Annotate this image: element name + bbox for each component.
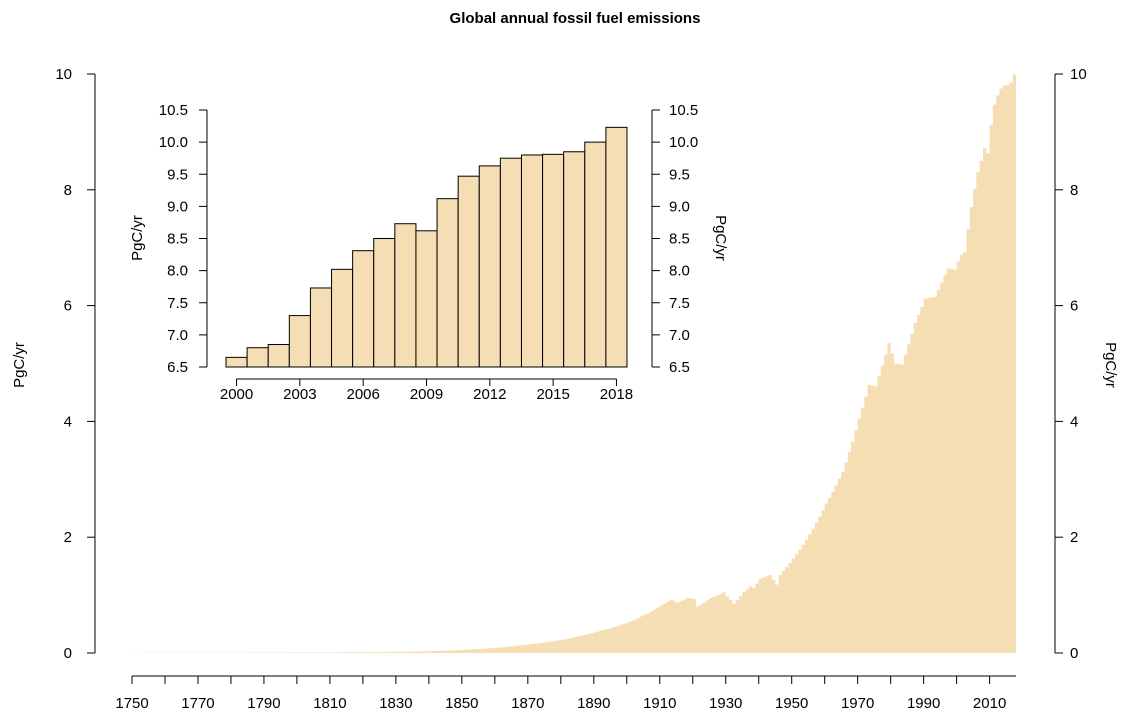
main-x-tick-label: 2010 [973,695,1006,712]
inset-bar-2012 [478,165,501,368]
inset-bar-2002 [267,344,290,368]
main-area-series [132,62,1016,653]
main-x-tick-label: 1930 [709,695,742,712]
main-x-tick-label: 1810 [313,695,346,712]
inset-right-tick-label: 7.5 [669,295,690,312]
main-x-tick-label: 1970 [841,695,874,712]
main-left-y-axis: 0 2 4 6 8 10 [55,66,96,662]
main-x-tick-label: 1950 [775,695,808,712]
inset-bar-2013 [499,157,522,368]
inset-left-tick-label: 10.5 [159,102,188,119]
inset-left-tick-label: 9.0 [167,198,188,215]
main-left-tick-label: 6 [64,298,72,315]
inset-bar-2017 [584,141,607,368]
main-x-tick-label: 1750 [115,695,148,712]
inset-x-axis: 2000 2003 2006 2009 2012 2015 2018 [220,378,633,403]
inset-left-tick-label: 8.0 [167,263,188,280]
main-left-tick-label: 4 [64,413,72,430]
main-left-tick-label: 10 [55,66,72,83]
main-x-tick-label: 1830 [379,695,412,712]
inset-bar-2004 [309,287,333,368]
inset-right-tick-label: 6.5 [669,359,690,376]
main-x-tick-label: 1770 [181,695,214,712]
inset-left-tick-label: 8.5 [167,231,188,248]
main-right-y-label: PgC/yr [1102,342,1119,388]
emissions-area-fill [132,61,1016,653]
inset-right-tick-label: 10.5 [669,102,698,119]
inset-bar-2007 [373,238,396,368]
inset-right-tick-label: 9.5 [669,166,690,183]
inset-right-y-axis: 6.5 7.0 7.5 8.0 8.5 9.0 9.5 10.0 10.5 [651,102,698,376]
main-right-tick-label: 8 [1070,182,1078,199]
inset-bar-2006 [352,250,375,368]
inset-bar-2011 [457,175,480,368]
inset-left-y-label: PgC/yr [129,215,146,261]
inset-bar-chart: 6.5 7.0 7.5 8.0 8.5 9.0 9.5 10.0 10.5 6.5 7.0 7.5 8… [129,102,729,403]
main-right-y-axis: 0 2 4 6 8 10 [1054,66,1087,662]
inset-x-tick-label: 2018 [600,386,633,403]
inset-bar-2010 [436,198,459,368]
inset-left-tick-label: 6.5 [167,359,188,376]
inset-bar-2016 [563,151,586,368]
inset-bar-2000 [225,356,248,368]
inset-right-tick-label: 10.0 [669,134,698,151]
inset-bars [225,126,628,368]
inset-left-tick-label: 7.0 [167,327,188,344]
inset-x-tick-label: 2009 [410,386,443,403]
inset-bar-2008 [394,223,417,368]
inset-right-tick-label: 7.0 [669,327,690,344]
inset-right-y-label: PgC/yr [712,215,729,261]
inset-bar-2015 [542,153,565,368]
inset-right-tick-label: 8.5 [669,231,690,248]
inset-x-tick-label: 2015 [536,386,569,403]
inset-right-tick-label: 8.0 [669,263,690,280]
main-right-tick-label: 0 [1070,645,1078,662]
inset-left-tick-label: 7.5 [167,295,188,312]
main-right-tick-label: 10 [1070,66,1087,83]
main-left-tick-label: 2 [64,529,72,546]
main-left-tick-label: 0 [64,645,72,662]
main-x-tick-label: 1890 [577,695,610,712]
main-x-tick-label: 1990 [907,695,940,712]
main-left-tick-label: 8 [64,182,72,199]
inset-x-tick-label: 2006 [346,386,379,403]
main-x-axis: 1750 1770 1790 1810 1830 1850 1870 1890 1910 1930… [115,675,1016,712]
inset-bar-2014 [520,154,544,368]
main-x-tick-label: 1870 [511,695,544,712]
inset-left-y-axis: 6.5 7.0 7.5 8.0 8.5 9.0 9.5 10.0 10.5 [159,102,208,376]
inset-x-tick-label: 2000 [220,386,253,403]
inset-bar-2009 [415,230,438,368]
main-x-tick-label: 1790 [247,695,280,712]
inset-left-tick-label: 9.5 [167,166,188,183]
inset-right-tick-label: 9.0 [669,198,690,215]
main-left-y-label: PgC/yr [11,342,28,388]
main-x-tick-label: 1850 [445,695,478,712]
inset-bar-2005 [331,268,354,368]
main-x-tick-label: 1910 [643,695,676,712]
chart-title: Global annual fossil fuel emissions [450,10,701,27]
inset-x-tick-label: 2012 [473,386,506,403]
inset-bar-2003 [288,315,311,368]
main-right-tick-label: 4 [1070,413,1078,430]
main-right-tick-label: 2 [1070,529,1078,546]
main-right-tick-label: 6 [1070,298,1078,315]
inset-x-tick-label: 2003 [283,386,316,403]
inset-left-tick-label: 10.0 [159,134,188,151]
inset-bar-2018 [605,126,628,368]
inset-bar-2001 [246,347,269,368]
